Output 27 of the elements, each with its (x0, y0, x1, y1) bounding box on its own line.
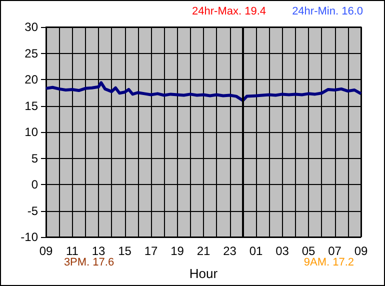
y-tick-label: 15 (24, 98, 38, 113)
x-tick-label: 09 (39, 244, 53, 258)
x-tick-label: 23 (223, 244, 237, 258)
y-tick-label: 25 (24, 46, 38, 60)
y-tick-label: -10 (20, 230, 38, 244)
x-tick-label: 03 (276, 244, 290, 258)
y-tick-label: 20 (24, 72, 38, 86)
x-tick-label: 07 (328, 244, 342, 258)
y-tick-label: 30 (24, 20, 38, 34)
text: 9AM. 17.2 (304, 256, 354, 268)
x-tick-label: 15 (118, 244, 132, 258)
x-tick-label: 01 (249, 244, 263, 258)
x-tick-label: 13 (92, 244, 106, 258)
y-tick-label: 0 (31, 178, 38, 192)
x-tick-label: 21 (196, 244, 210, 258)
x-tick-label: 17 (144, 244, 158, 258)
y-tick-label: 10 (24, 125, 38, 139)
y-tick-label: -5 (27, 204, 38, 218)
x-tick-label: 19 (170, 244, 184, 258)
text: 24hr-Max. 19.4 (192, 6, 266, 18)
text: 24hr-Min. 16.0 (292, 6, 363, 18)
x-tick-label: 05 (302, 244, 316, 258)
x-tick-label: 09 (354, 244, 368, 258)
text: 3PM. 17.6 (64, 256, 114, 268)
y-tick-label: 5 (31, 151, 38, 166)
x-tick-label: 11 (66, 244, 79, 258)
x-axis-title: Hour (189, 266, 218, 281)
